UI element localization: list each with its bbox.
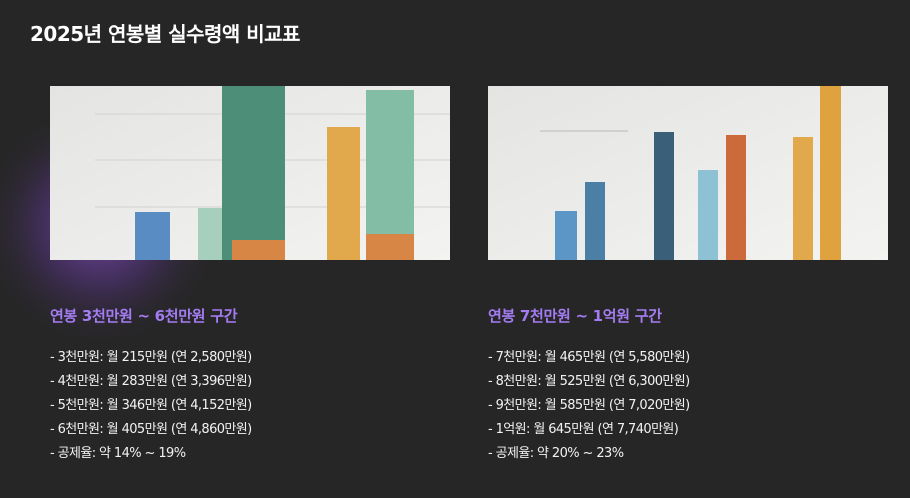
section-heading: 연봉 3천만원 ~ 6천만원 구간 (50, 307, 238, 325)
section: 연봉 3천만원 ~ 6천만원 구간 - 3천만원: 월 215만원 (연 2,58… (50, 305, 450, 466)
list-item: - 6천만원: 월 405만원 (연 4,860만원) (50, 422, 252, 437)
section: 연봉 7천만원 ~ 1억원 구간 - 7천만원: 월 465만원 (연 5,580… (488, 305, 888, 466)
left-image (50, 86, 450, 260)
list-item: - 공제율: 약 20% ~ 23% (488, 446, 624, 461)
list-item: - 8천만원: 월 525만원 (연 6,300만원) (488, 374, 690, 389)
list-item: - 5천만원: 월 346만원 (연 4,152만원) (50, 398, 252, 413)
list-item: - 3천만원: 월 215만원 (연 2,580만원) (50, 350, 252, 365)
right-image (488, 86, 888, 260)
page-title: 2025년 연봉별 실수령액 비교표 (30, 22, 300, 46)
list-item: - 4천만원: 월 283만원 (연 3,396만원) (50, 374, 252, 389)
list-item: - 9천만원: 월 585만원 (연 7,020만원) (488, 398, 690, 413)
section-heading: 연봉 7천만원 ~ 1억원 구간 (488, 307, 662, 325)
list-item: - 7천만원: 월 465만원 (연 5,580만원) (488, 350, 690, 365)
list-item: - 공제율: 약 14% ~ 19% (50, 446, 186, 461)
list-item: - 1억원: 월 645만원 (연 7,740만원) (488, 422, 679, 437)
